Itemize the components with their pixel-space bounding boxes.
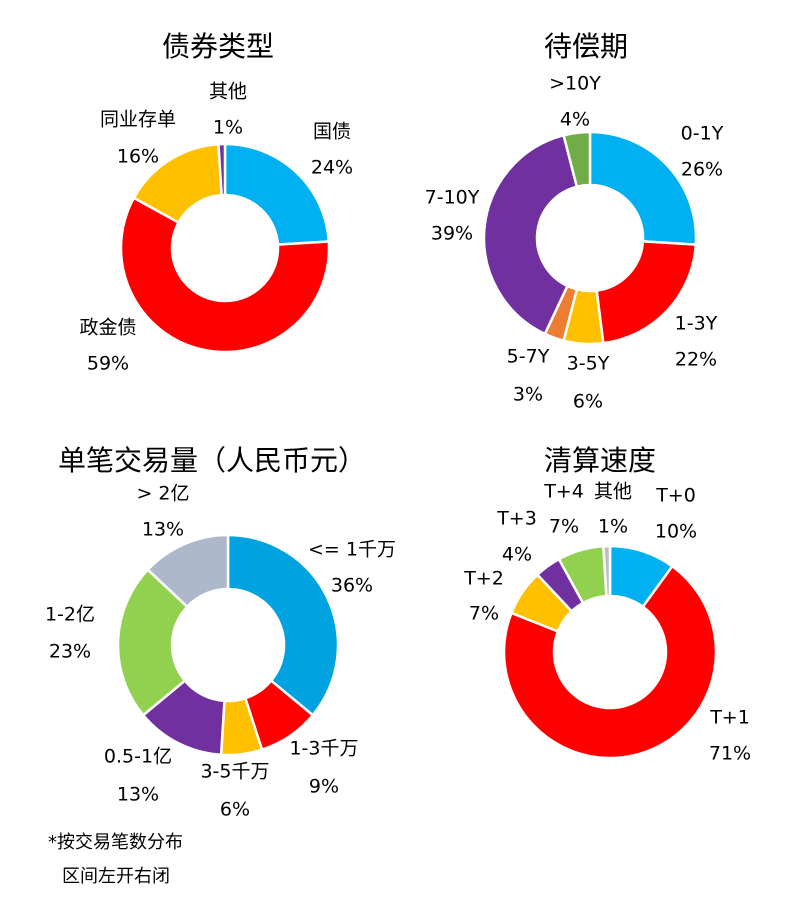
- value-label-3-6: 13%: [142, 519, 184, 541]
- value-label-2-3: 6%: [573, 391, 603, 413]
- category-label-3-3: 3-5千万: [200, 761, 269, 783]
- value-label-1-4: 1%: [213, 117, 243, 139]
- category-label-4-4: T+3: [496, 508, 537, 530]
- donut-slice-2-2: [595, 240, 698, 345]
- chart-title-2: 待偿期: [544, 30, 628, 63]
- donut-slice-4-6: [602, 544, 612, 598]
- value-label-3-5: 23%: [49, 641, 91, 663]
- donut-slice-2-6: [562, 130, 592, 189]
- value-label-3-3: 6%: [220, 799, 250, 821]
- value-label-3-4: 13%: [117, 784, 159, 806]
- category-label-2-1: 0-1Y: [681, 123, 724, 145]
- donut-slice-2-1: [588, 130, 698, 246]
- category-label-3-4: 0.5-1亿: [104, 746, 172, 768]
- donut-chart-1: [119, 142, 331, 354]
- donut-slice-1-2: [119, 196, 331, 354]
- donut-slice-2-5: [482, 133, 579, 336]
- value-label-1-2: 59%: [87, 353, 129, 375]
- value-label-3-1: 36%: [331, 575, 373, 597]
- category-label-1-2: 政金债: [79, 317, 136, 339]
- category-label-1-3: 同业存单: [100, 109, 176, 131]
- value-label-1-3: 16%: [117, 146, 159, 168]
- value-label-3-2: 9%: [309, 776, 339, 798]
- value-label-2-6: 4%: [560, 109, 590, 131]
- donut-slice-1-1: [223, 142, 331, 246]
- footnote: *按交易笔数分布 区间左开右闭: [48, 826, 183, 894]
- chart-title-1: 债券类型: [162, 30, 274, 63]
- donut-chart-3: [116, 533, 340, 757]
- category-label-2-3: 3-5Y: [567, 353, 610, 375]
- value-label-4-2: 71%: [709, 743, 751, 765]
- category-label-4-1: T+0: [655, 485, 696, 507]
- donut-chart-4: [502, 544, 718, 760]
- category-label-3-6: > 2亿: [136, 483, 189, 505]
- chart-title-3: 单笔交易量（人民币元）: [58, 444, 366, 477]
- value-label-4-5: 7%: [549, 516, 579, 538]
- category-label-3-2: 1-3千万: [289, 738, 358, 760]
- value-label-2-5: 39%: [431, 223, 473, 245]
- value-label-2-1: 26%: [681, 159, 723, 181]
- category-label-4-3: T+2: [463, 568, 504, 590]
- value-label-4-3: 7%: [469, 603, 499, 625]
- category-label-4-6: 其他: [594, 481, 632, 503]
- chart-title-4: 清算速度: [544, 444, 656, 477]
- category-label-2-6: >10Y: [549, 73, 601, 95]
- footnote-line-1: *按交易笔数分布: [48, 832, 183, 853]
- donut-slice-3-1: [226, 533, 340, 717]
- donut-slice-1-4: [217, 142, 227, 197]
- value-label-1-1: 24%: [311, 157, 353, 179]
- category-label-1-1: 国债: [313, 121, 351, 143]
- category-label-3-5: 1-2亿: [45, 604, 95, 626]
- donut-chart-2: [482, 130, 698, 346]
- category-label-4-2: T+1: [709, 707, 750, 729]
- value-label-4-6: 1%: [598, 516, 628, 538]
- category-label-3-1: <= 1千万: [308, 539, 396, 561]
- value-label-4-4: 4%: [502, 544, 532, 566]
- value-label-2-2: 22%: [675, 349, 717, 371]
- category-label-2-4: 5-7Y: [507, 346, 550, 368]
- donut-slice-3-5: [116, 567, 189, 717]
- value-label-2-4: 3%: [513, 384, 543, 406]
- donut-slice-3-6: [146, 533, 230, 609]
- category-label-2-2: 1-3Y: [675, 313, 718, 335]
- category-label-2-5: 7-10Y: [425, 187, 480, 209]
- value-label-4-1: 10%: [655, 521, 697, 543]
- donut-slice-4-2: [502, 564, 718, 760]
- footnote-line-2: 区间左开右闭: [62, 866, 170, 888]
- category-label-1-4: 其他: [209, 81, 247, 103]
- category-label-4-5: T+4: [543, 481, 584, 503]
